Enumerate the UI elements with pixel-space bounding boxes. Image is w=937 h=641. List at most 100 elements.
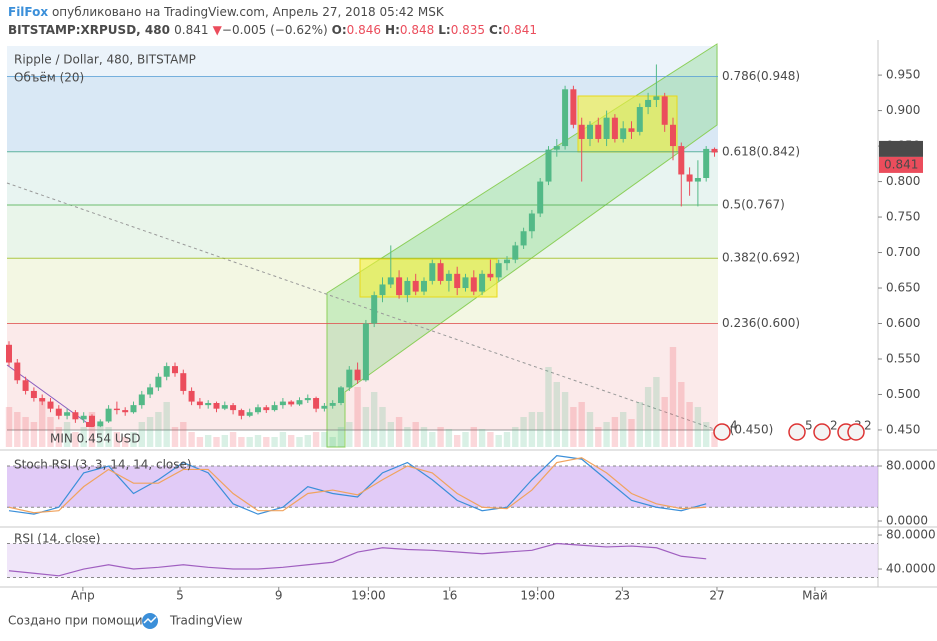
min-marker <box>86 422 94 427</box>
volume-bar <box>312 432 320 447</box>
volume-bar <box>254 435 262 447</box>
volume-bar <box>188 432 195 447</box>
candle-body <box>64 412 71 416</box>
candle-body <box>55 408 62 416</box>
volume-bar <box>520 417 527 447</box>
event-icon <box>788 423 806 441</box>
volume-bar <box>354 387 361 447</box>
volume-bar <box>155 412 162 447</box>
candle-body <box>138 394 145 406</box>
quote-value: 0.841 <box>503 23 537 37</box>
y-tick-label: 0.500 <box>886 387 920 401</box>
arrow: ▼ <box>213 23 223 37</box>
volume-bar <box>678 382 685 447</box>
candle-body <box>155 376 162 388</box>
author: FilFox <box>8 5 48 19</box>
min-label: MIN 0.454 USD <box>50 432 141 446</box>
y-tick-label: 80.0000 <box>886 528 936 542</box>
candle-body <box>246 412 253 416</box>
candle-body <box>678 146 685 175</box>
volume-bar <box>412 422 419 447</box>
indicator-band <box>7 543 878 578</box>
candle-body <box>371 295 378 324</box>
volume-bar <box>619 412 627 447</box>
candle-body <box>188 390 195 402</box>
volume-bar <box>669 347 677 447</box>
volume-bar <box>22 417 29 447</box>
y-tick-label: 0.600 <box>886 316 920 330</box>
volume-bar <box>238 437 245 447</box>
candle-body <box>694 178 701 182</box>
candle-body <box>22 380 29 391</box>
volume-bar <box>578 402 585 447</box>
volume-bar <box>611 417 619 447</box>
volume-bar <box>512 427 519 447</box>
volume-bar <box>702 422 710 447</box>
x-tick-label: Май <box>802 589 828 603</box>
candle-body <box>113 408 120 411</box>
candle-body <box>645 99 652 108</box>
candle-body <box>313 398 320 409</box>
candle-body <box>570 89 577 125</box>
candle-body <box>586 124 593 139</box>
event-count: 2 <box>830 419 838 433</box>
candle-body <box>545 149 552 182</box>
candle-body <box>512 245 519 260</box>
candle-body <box>520 231 527 246</box>
volume-bar <box>296 437 303 447</box>
candle-body <box>346 369 353 388</box>
candle-body <box>97 421 104 427</box>
volume-bar <box>346 422 353 447</box>
indicator-line <box>8 542 707 577</box>
candle-body <box>39 398 46 402</box>
volume-title: Объём (20) <box>14 71 84 85</box>
candle-body <box>279 401 286 406</box>
event-count: 2 <box>864 419 872 433</box>
candle-body <box>196 401 203 406</box>
volume-bar <box>329 437 336 447</box>
volume-bar <box>321 432 328 447</box>
event-count: 4 <box>730 419 738 433</box>
candle-body <box>213 402 220 409</box>
indicator-title: Stoch RSI (3, 3, 14, 14, close) <box>14 458 192 472</box>
price-tag <box>879 156 923 173</box>
indicator-band <box>7 466 878 508</box>
volume-bar <box>279 432 287 447</box>
volume-bar <box>536 412 544 447</box>
quote-label: L: <box>438 23 450 37</box>
volume-bar <box>304 435 311 447</box>
volume-bar <box>545 367 552 447</box>
candle-body <box>503 259 510 264</box>
candle-body <box>296 400 303 405</box>
candle-body <box>412 280 419 292</box>
footer-text: Создано при помощи <box>8 614 143 628</box>
event-count: 5 <box>805 419 813 433</box>
volume-bar <box>30 422 38 447</box>
volume-bar <box>14 412 21 447</box>
volume-bar <box>72 432 79 447</box>
volume-bar <box>644 387 652 447</box>
candle-body <box>396 277 403 296</box>
candle-body <box>495 263 502 278</box>
volume-bar <box>686 402 693 447</box>
volume-bar <box>437 427 444 447</box>
published: опубликовано на TradingView.com, Апрель … <box>52 5 445 19</box>
candle-body <box>47 401 54 409</box>
candle-body <box>337 387 344 403</box>
volume-bar <box>636 402 643 447</box>
volume-bar <box>221 435 228 447</box>
candle-body <box>686 174 693 182</box>
candle-body <box>254 407 261 413</box>
x-tick-label: 19:00 <box>351 589 386 603</box>
volume-bar <box>88 412 96 447</box>
candle-body <box>661 96 668 125</box>
volume-bar <box>171 427 179 447</box>
candle-body <box>653 96 660 100</box>
volume-bar <box>711 432 718 447</box>
volume-bar <box>661 397 668 447</box>
y-tick-label: 0.900 <box>886 103 920 117</box>
candle-body <box>703 148 710 179</box>
event-icon <box>847 423 865 441</box>
quote-line: BITSTAMP:XRPUSD, 480 0.841 ▼−0.005 (−0.6… <box>8 23 537 37</box>
